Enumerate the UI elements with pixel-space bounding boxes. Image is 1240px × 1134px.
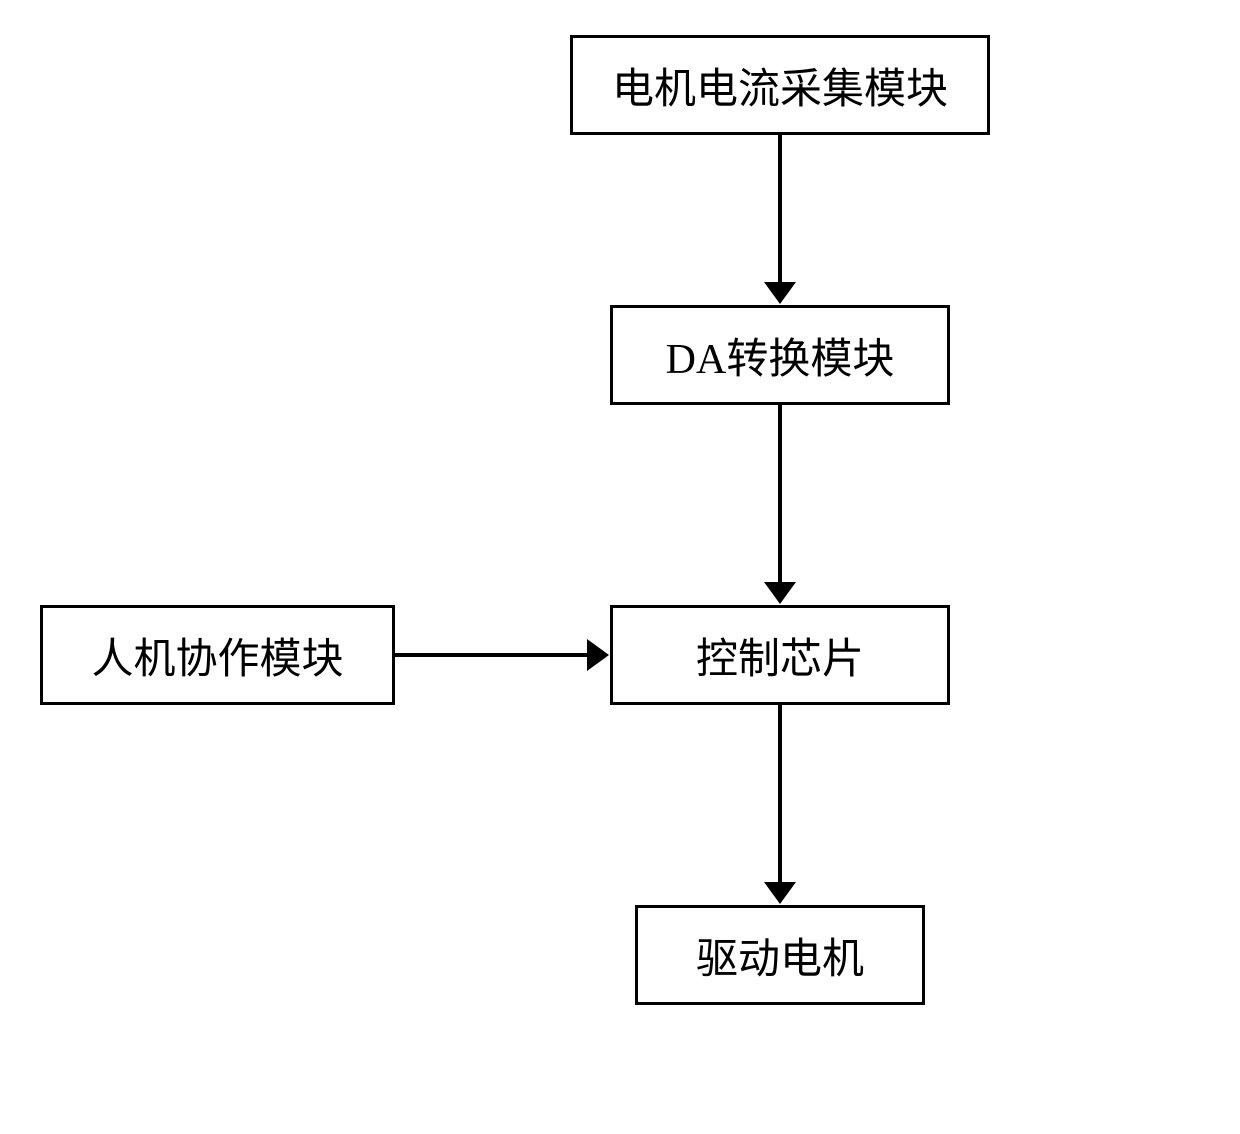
arrow-head-3: [764, 882, 796, 904]
arrow-line-1: [778, 135, 782, 285]
node-drive-motor-label: 驱动电机: [696, 925, 864, 986]
node-hmi-collab: 人机协作模块: [40, 605, 395, 705]
arrow-head-1: [764, 282, 796, 304]
node-control-chip-label: 控制芯片: [696, 625, 864, 686]
arrow-line-4: [395, 653, 590, 657]
arrow-head-2: [764, 582, 796, 604]
node-hmi-collab-label: 人机协作模块: [91, 625, 343, 686]
node-motor-current-label: 电机电流采集模块: [612, 55, 948, 116]
node-da-convert-label: DA转换模块: [666, 325, 895, 386]
arrow-head-4: [587, 639, 609, 671]
node-motor-current: 电机电流采集模块: [570, 35, 990, 135]
arrow-line-2: [778, 405, 782, 585]
node-drive-motor: 驱动电机: [635, 905, 925, 1005]
arrow-line-3: [778, 705, 782, 885]
node-da-convert: DA转换模块: [610, 305, 950, 405]
node-control-chip: 控制芯片: [610, 605, 950, 705]
